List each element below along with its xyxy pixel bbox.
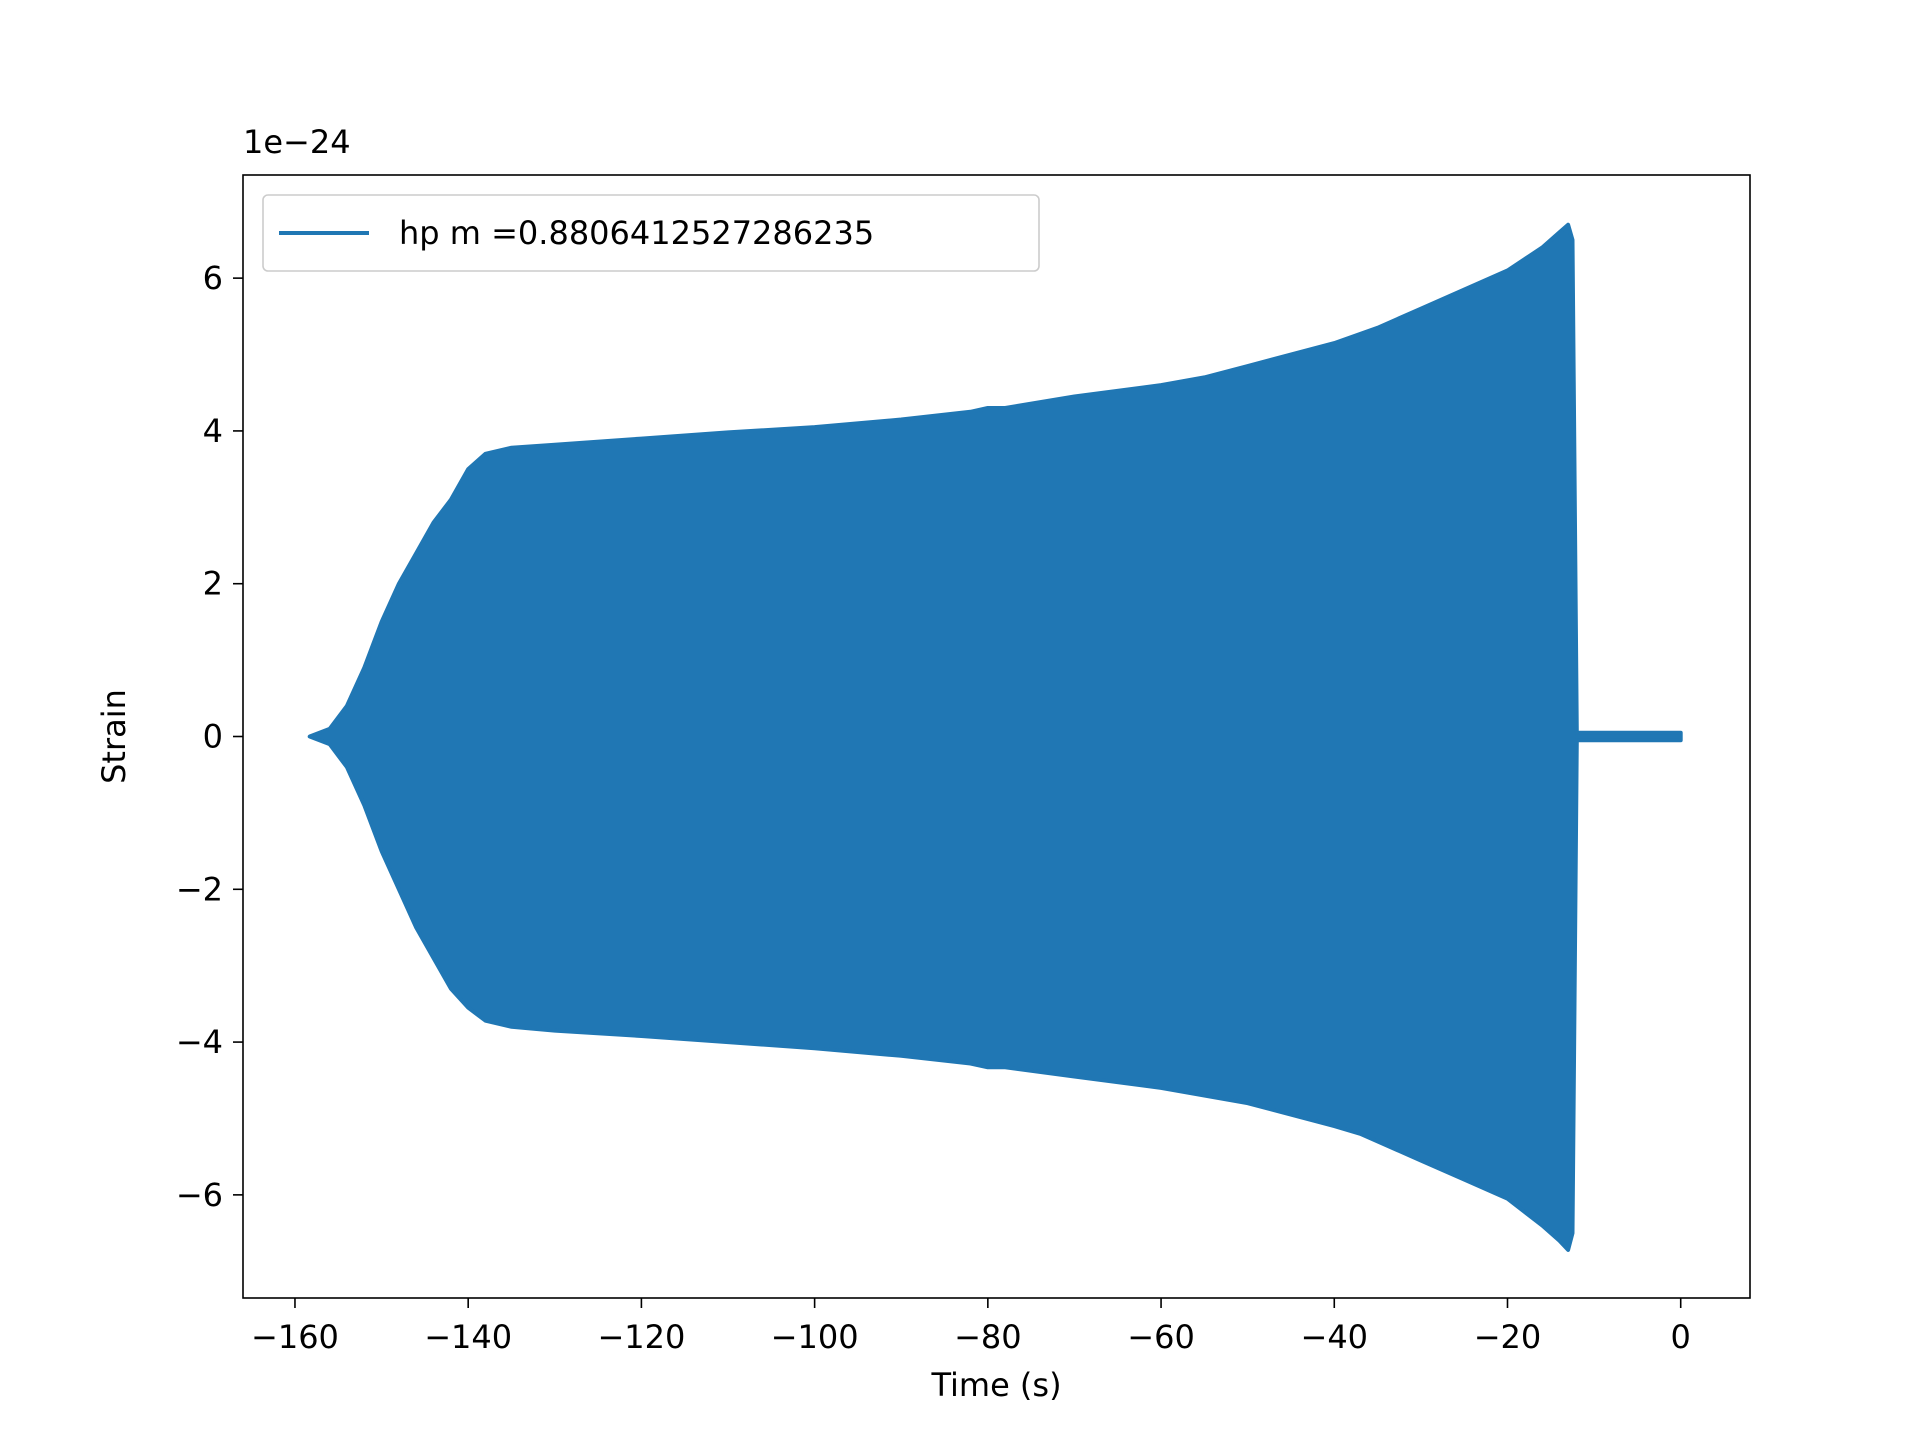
legend: hp m =0.8806412527286235 (262, 194, 1040, 272)
legend-box (262, 194, 1040, 272)
y-tick-label: 4 (203, 412, 223, 450)
y-offset-label: 1e−24 (243, 123, 351, 161)
x-tick-label: −80 (954, 1318, 1022, 1356)
x-tick-label: −120 (597, 1318, 685, 1356)
waveform-series (307, 222, 1683, 1252)
y-tick-label: 2 (203, 565, 223, 603)
x-tick-label: −40 (1301, 1318, 1369, 1356)
x-tick-label: −20 (1474, 1318, 1542, 1356)
x-tick-label: −100 (771, 1318, 859, 1356)
x-tick-label: −60 (1127, 1318, 1195, 1356)
x-tick-label: −140 (424, 1318, 512, 1356)
x-axis-label: Time (s) (930, 1366, 1061, 1404)
y-tick-label: −2 (176, 870, 223, 908)
x-tick-label: −160 (251, 1318, 339, 1356)
legend-label: hp m =0.8806412527286235 (399, 214, 874, 252)
y-tick-label: 6 (203, 259, 223, 297)
plot-area (307, 222, 1683, 1252)
y-tick-label: −4 (176, 1023, 223, 1061)
y-tick-label: −6 (176, 1176, 223, 1214)
x-tick-label: 0 (1671, 1318, 1691, 1356)
y-axis: −6 −4 −2 0 2 4 6 (176, 259, 243, 1214)
y-tick-label: 0 (203, 718, 223, 756)
y-axis-label: Strain (95, 689, 133, 784)
x-axis: −160 −140 −120 −100 −80 −60 −40 −20 0 (251, 1298, 1691, 1356)
